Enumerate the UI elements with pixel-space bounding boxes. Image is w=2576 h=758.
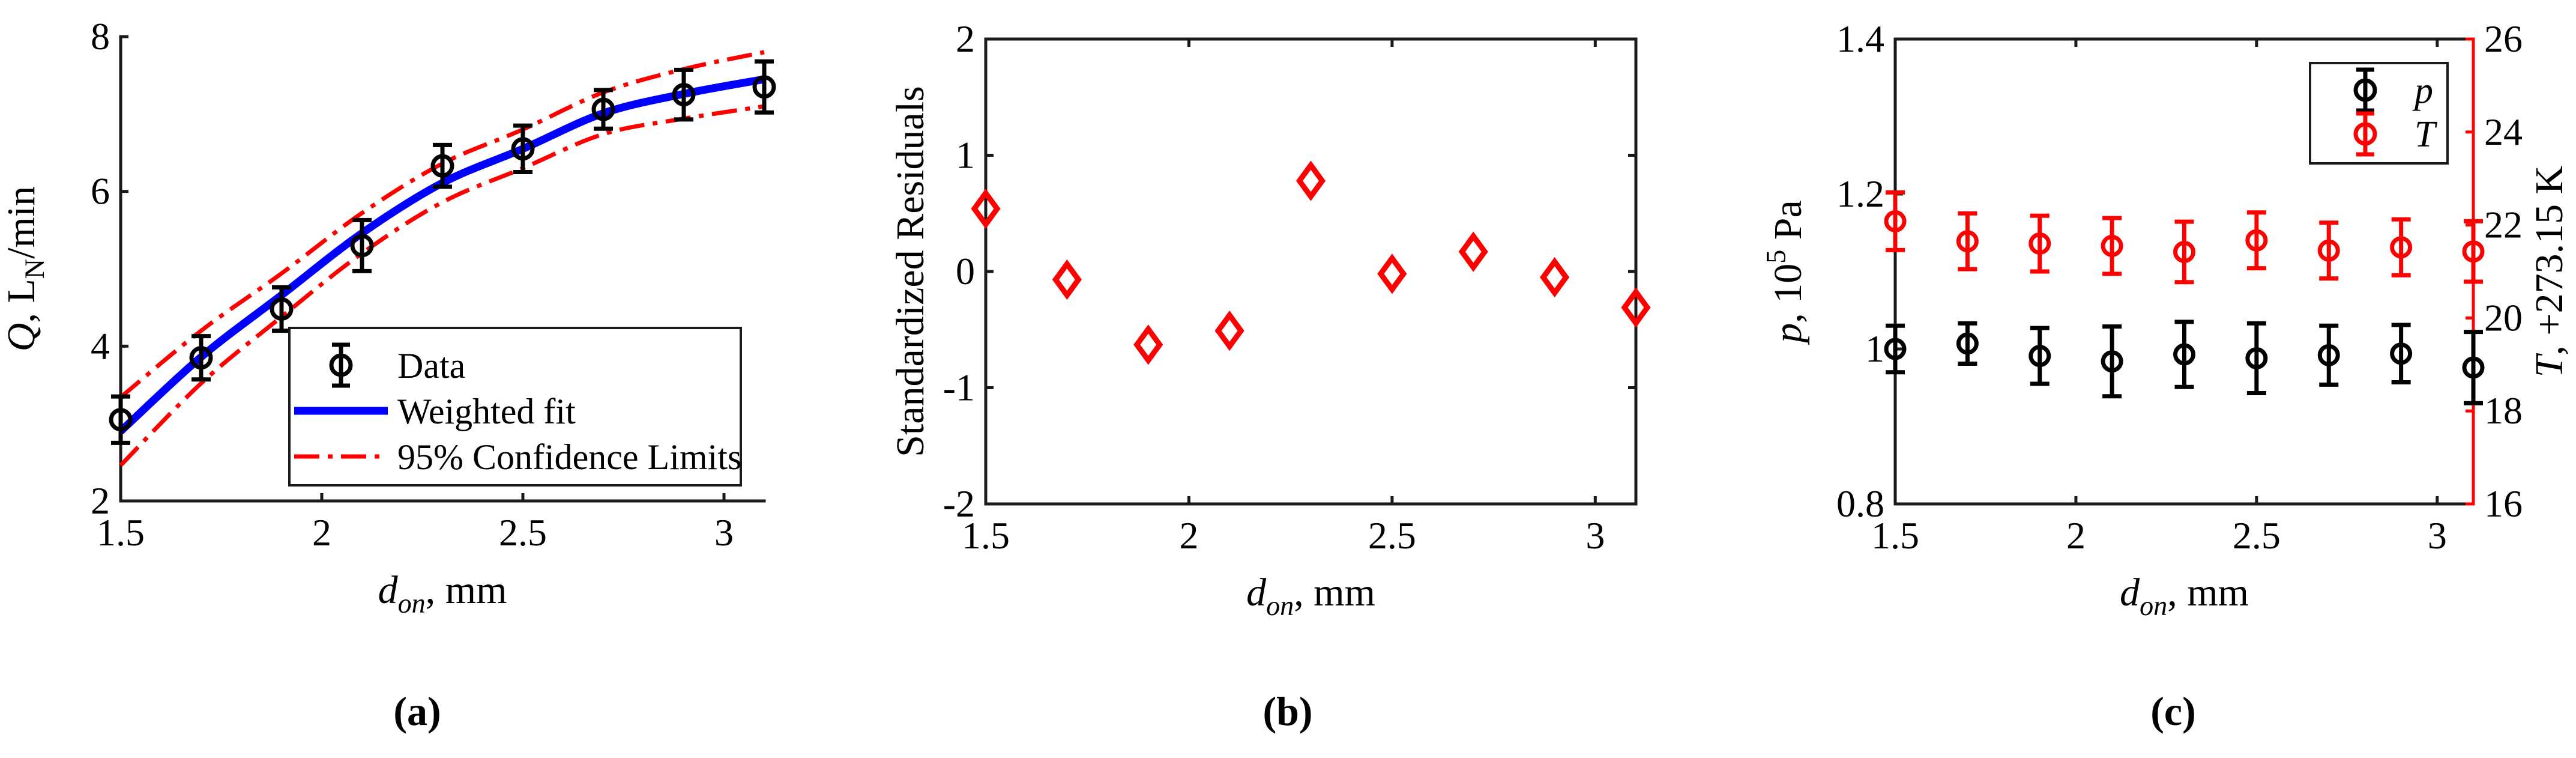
caption-c: (c) bbox=[2150, 688, 2196, 734]
svg-text:3: 3 bbox=[714, 511, 734, 554]
svg-text:2.5: 2.5 bbox=[2233, 514, 2281, 557]
svg-text:-2: -2 bbox=[943, 482, 975, 525]
svg-text:Q, LN/min: Q, LN/min bbox=[0, 186, 50, 351]
svg-text:0: 0 bbox=[956, 250, 975, 293]
svg-text:don, mm: don, mm bbox=[378, 568, 507, 619]
svg-text:3: 3 bbox=[2428, 514, 2447, 557]
svg-text:-1: -1 bbox=[943, 366, 975, 409]
caption-b: (b) bbox=[1262, 688, 1313, 734]
caption-a: (a) bbox=[393, 688, 441, 734]
svg-text:2: 2 bbox=[2066, 514, 2086, 557]
svg-text:p: p bbox=[2412, 70, 2433, 111]
svg-text:1.5: 1.5 bbox=[962, 514, 1010, 557]
svg-text:2.5: 2.5 bbox=[1368, 514, 1416, 557]
svg-text:2: 2 bbox=[312, 511, 331, 554]
svg-text:1: 1 bbox=[1865, 327, 1884, 370]
svg-text:T, +273.15 K: T, +273.15 K bbox=[2527, 166, 2571, 378]
svg-text:2: 2 bbox=[956, 17, 975, 60]
svg-text:18: 18 bbox=[2484, 389, 2523, 432]
svg-text:26: 26 bbox=[2484, 17, 2523, 60]
svg-text:Data: Data bbox=[397, 346, 465, 386]
svg-text:2.5: 2.5 bbox=[499, 511, 547, 554]
svg-text:Weighted fit: Weighted fit bbox=[397, 392, 576, 431]
svg-text:16: 16 bbox=[2484, 482, 2523, 525]
svg-text:20: 20 bbox=[2484, 296, 2523, 339]
svg-text:24: 24 bbox=[2484, 111, 2523, 153]
svg-text:0.8: 0.8 bbox=[1836, 482, 1884, 525]
svg-text:8: 8 bbox=[91, 15, 110, 58]
svg-text:T: T bbox=[2415, 114, 2438, 155]
svg-text:Standardized Residuals: Standardized Residuals bbox=[888, 86, 932, 457]
svg-text:2: 2 bbox=[91, 479, 110, 522]
svg-text:2: 2 bbox=[1179, 514, 1198, 557]
svg-text:1.4: 1.4 bbox=[1836, 17, 1884, 60]
svg-text:22: 22 bbox=[2484, 204, 2523, 246]
chart-c-pressure-temperature: 1.5 2 2.5 3 0.8 1 1.2 1.4 16 18 20 22 24 26 p, 105 Pa T… bbox=[1761, 17, 2571, 621]
svg-text:don, mm: don, mm bbox=[2120, 571, 2249, 621]
svg-text:p, 105 Pa: p, 105 Pa bbox=[1761, 200, 1810, 345]
svg-text:4: 4 bbox=[91, 324, 110, 367]
svg-text:1.2: 1.2 bbox=[1836, 172, 1884, 215]
svg-text:6: 6 bbox=[91, 170, 110, 213]
svg-text:3: 3 bbox=[1585, 514, 1605, 557]
svg-text:1: 1 bbox=[956, 134, 975, 177]
chart-b-residuals: 1.5 2 2.5 3 -2 -1 0 1 2 Standardized Residuals don… bbox=[888, 17, 1651, 621]
svg-text:95% Confidence Limits: 95% Confidence Limits bbox=[397, 437, 741, 477]
svg-text:don, mm: don, mm bbox=[1246, 571, 1375, 621]
svg-text:1.5: 1.5 bbox=[1871, 514, 1919, 557]
svg-text:1.5: 1.5 bbox=[97, 511, 145, 554]
